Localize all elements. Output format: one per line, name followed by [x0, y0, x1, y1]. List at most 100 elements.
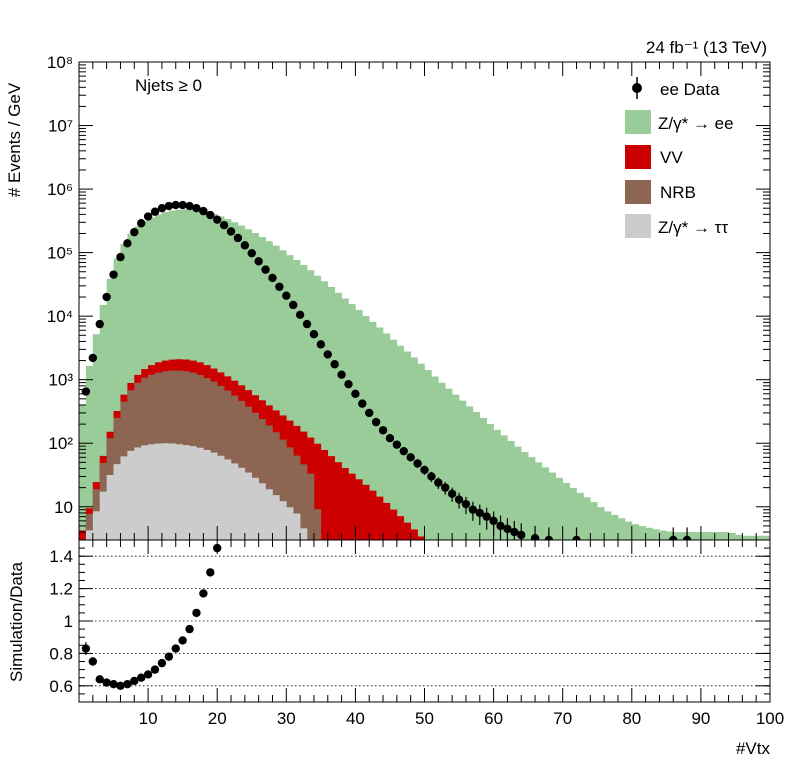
ratio-point — [206, 568, 215, 577]
hist-bar-nrb — [265, 425, 273, 540]
hist-bar-zee — [438, 382, 446, 540]
hist-bar-zee — [638, 526, 646, 540]
ratio-point — [109, 679, 118, 689]
hist-bar-zee — [120, 243, 128, 540]
hist-bar-ztt — [161, 443, 170, 540]
hist-bar-zee — [320, 281, 329, 540]
hist-bar-zee — [376, 327, 384, 540]
hist-bar-zee — [721, 532, 729, 540]
legend-label-vv: VV — [660, 148, 683, 167]
hist-bar-ztt — [113, 464, 121, 540]
hist-bar-vv — [403, 522, 411, 540]
hist-bar-zee — [562, 482, 570, 540]
hist-bar-zee — [403, 351, 411, 540]
hist-bar-zee — [348, 304, 356, 540]
hist-bar-zee — [707, 532, 716, 540]
data-point — [199, 206, 208, 216]
y-tick-label: 10⁶ — [47, 180, 73, 199]
data-point — [496, 521, 505, 531]
ratio-y-tick-label: 0.6 — [49, 677, 73, 696]
data-point — [95, 319, 104, 329]
hist-bar-vv — [389, 509, 398, 540]
hist-bar-ztt — [92, 511, 101, 540]
hist-bar-vv — [334, 462, 342, 540]
data-point — [365, 408, 374, 418]
hist-bar-zee — [113, 258, 121, 540]
data-point — [420, 465, 429, 475]
data-point — [482, 512, 491, 521]
data-point — [219, 221, 229, 230]
hist-bar-zee — [417, 363, 425, 540]
hist-bar-zee — [555, 477, 563, 540]
hist-bar-zee — [687, 532, 695, 540]
hist-bar-zee — [645, 527, 653, 540]
x-tick-label: 50 — [415, 709, 434, 728]
data-point — [289, 300, 298, 310]
hist-bar-nrb — [251, 412, 259, 540]
hist-bar-zee — [459, 400, 467, 540]
data-point — [268, 273, 277, 283]
hist-bar-zee — [341, 298, 349, 540]
hist-bar-zee — [258, 237, 266, 540]
hist-bar-ztt — [203, 449, 211, 540]
main-x-ticks — [78, 62, 771, 540]
hist-bar-zee — [472, 412, 481, 540]
hist-bar-zee — [617, 518, 626, 540]
data-point — [178, 200, 187, 210]
legend-label-data: ee Data — [660, 80, 720, 99]
hist-bar-ztt — [134, 447, 142, 540]
hist-bar-zee — [597, 507, 605, 540]
hist-bar-zee — [749, 535, 757, 540]
hist-bar-vv — [79, 530, 87, 540]
hist-bar-zee — [79, 404, 87, 540]
hist-bar-vv — [410, 529, 418, 540]
hist-bar-zee — [728, 532, 736, 540]
hist-bar-zee — [106, 278, 114, 540]
x-tick-label: 20 — [208, 709, 227, 728]
hist-bar-ztt — [196, 447, 204, 540]
legend-entry-data: ee Data — [632, 77, 720, 99]
hist-bar-zee — [307, 270, 315, 540]
hist-bar-zee — [85, 365, 94, 540]
hist-bar-vv — [383, 502, 391, 540]
hist-bar-zee — [424, 369, 432, 540]
data-point — [406, 453, 415, 462]
legend-data-marker — [632, 83, 642, 93]
data-point — [413, 459, 422, 468]
hist-bar-ztt — [244, 472, 253, 540]
hist-bar-ztt — [231, 463, 239, 540]
hist-bar-zee — [742, 535, 750, 540]
njets-annotation: Njets ≥ 0 — [135, 76, 202, 95]
hist-bar-ztt — [175, 444, 183, 540]
hist-bar-zee — [334, 292, 342, 540]
hist-bar-zee — [92, 334, 101, 540]
hist-bar-zee — [735, 534, 743, 540]
hist-bar-vv — [417, 536, 425, 540]
data-point — [81, 387, 91, 396]
hist-bar-zee — [714, 532, 722, 540]
data-point — [213, 215, 222, 224]
ratio-y-axis-label: Simulation/Data — [7, 561, 26, 682]
ratio-y-ticks: 0.6 0.8 1 1.2 1.4 — [49, 539, 770, 703]
x-tick-label: 100 — [756, 709, 784, 728]
hist-bar-zee — [548, 472, 557, 540]
data-point — [427, 472, 436, 481]
data-point — [109, 270, 118, 279]
data-point — [206, 210, 215, 220]
data-point — [88, 353, 98, 363]
data-point — [130, 227, 139, 237]
hist-bar-ztt — [189, 446, 197, 540]
hist-bar-zee — [327, 286, 335, 540]
y-tick-label: 10⁵ — [47, 244, 73, 263]
data-point — [309, 330, 319, 339]
hist-bar-zee — [631, 524, 640, 540]
hist-bar-ztt — [155, 443, 163, 540]
ratio-point — [150, 665, 160, 674]
data-point — [116, 252, 125, 262]
main-y-axis-label: # Events / GeV — [5, 82, 24, 197]
data-point — [434, 478, 443, 487]
hist-bar-zee — [465, 406, 474, 540]
hist-bar-zee — [763, 535, 771, 540]
y-tick-label: 10² — [48, 434, 73, 453]
